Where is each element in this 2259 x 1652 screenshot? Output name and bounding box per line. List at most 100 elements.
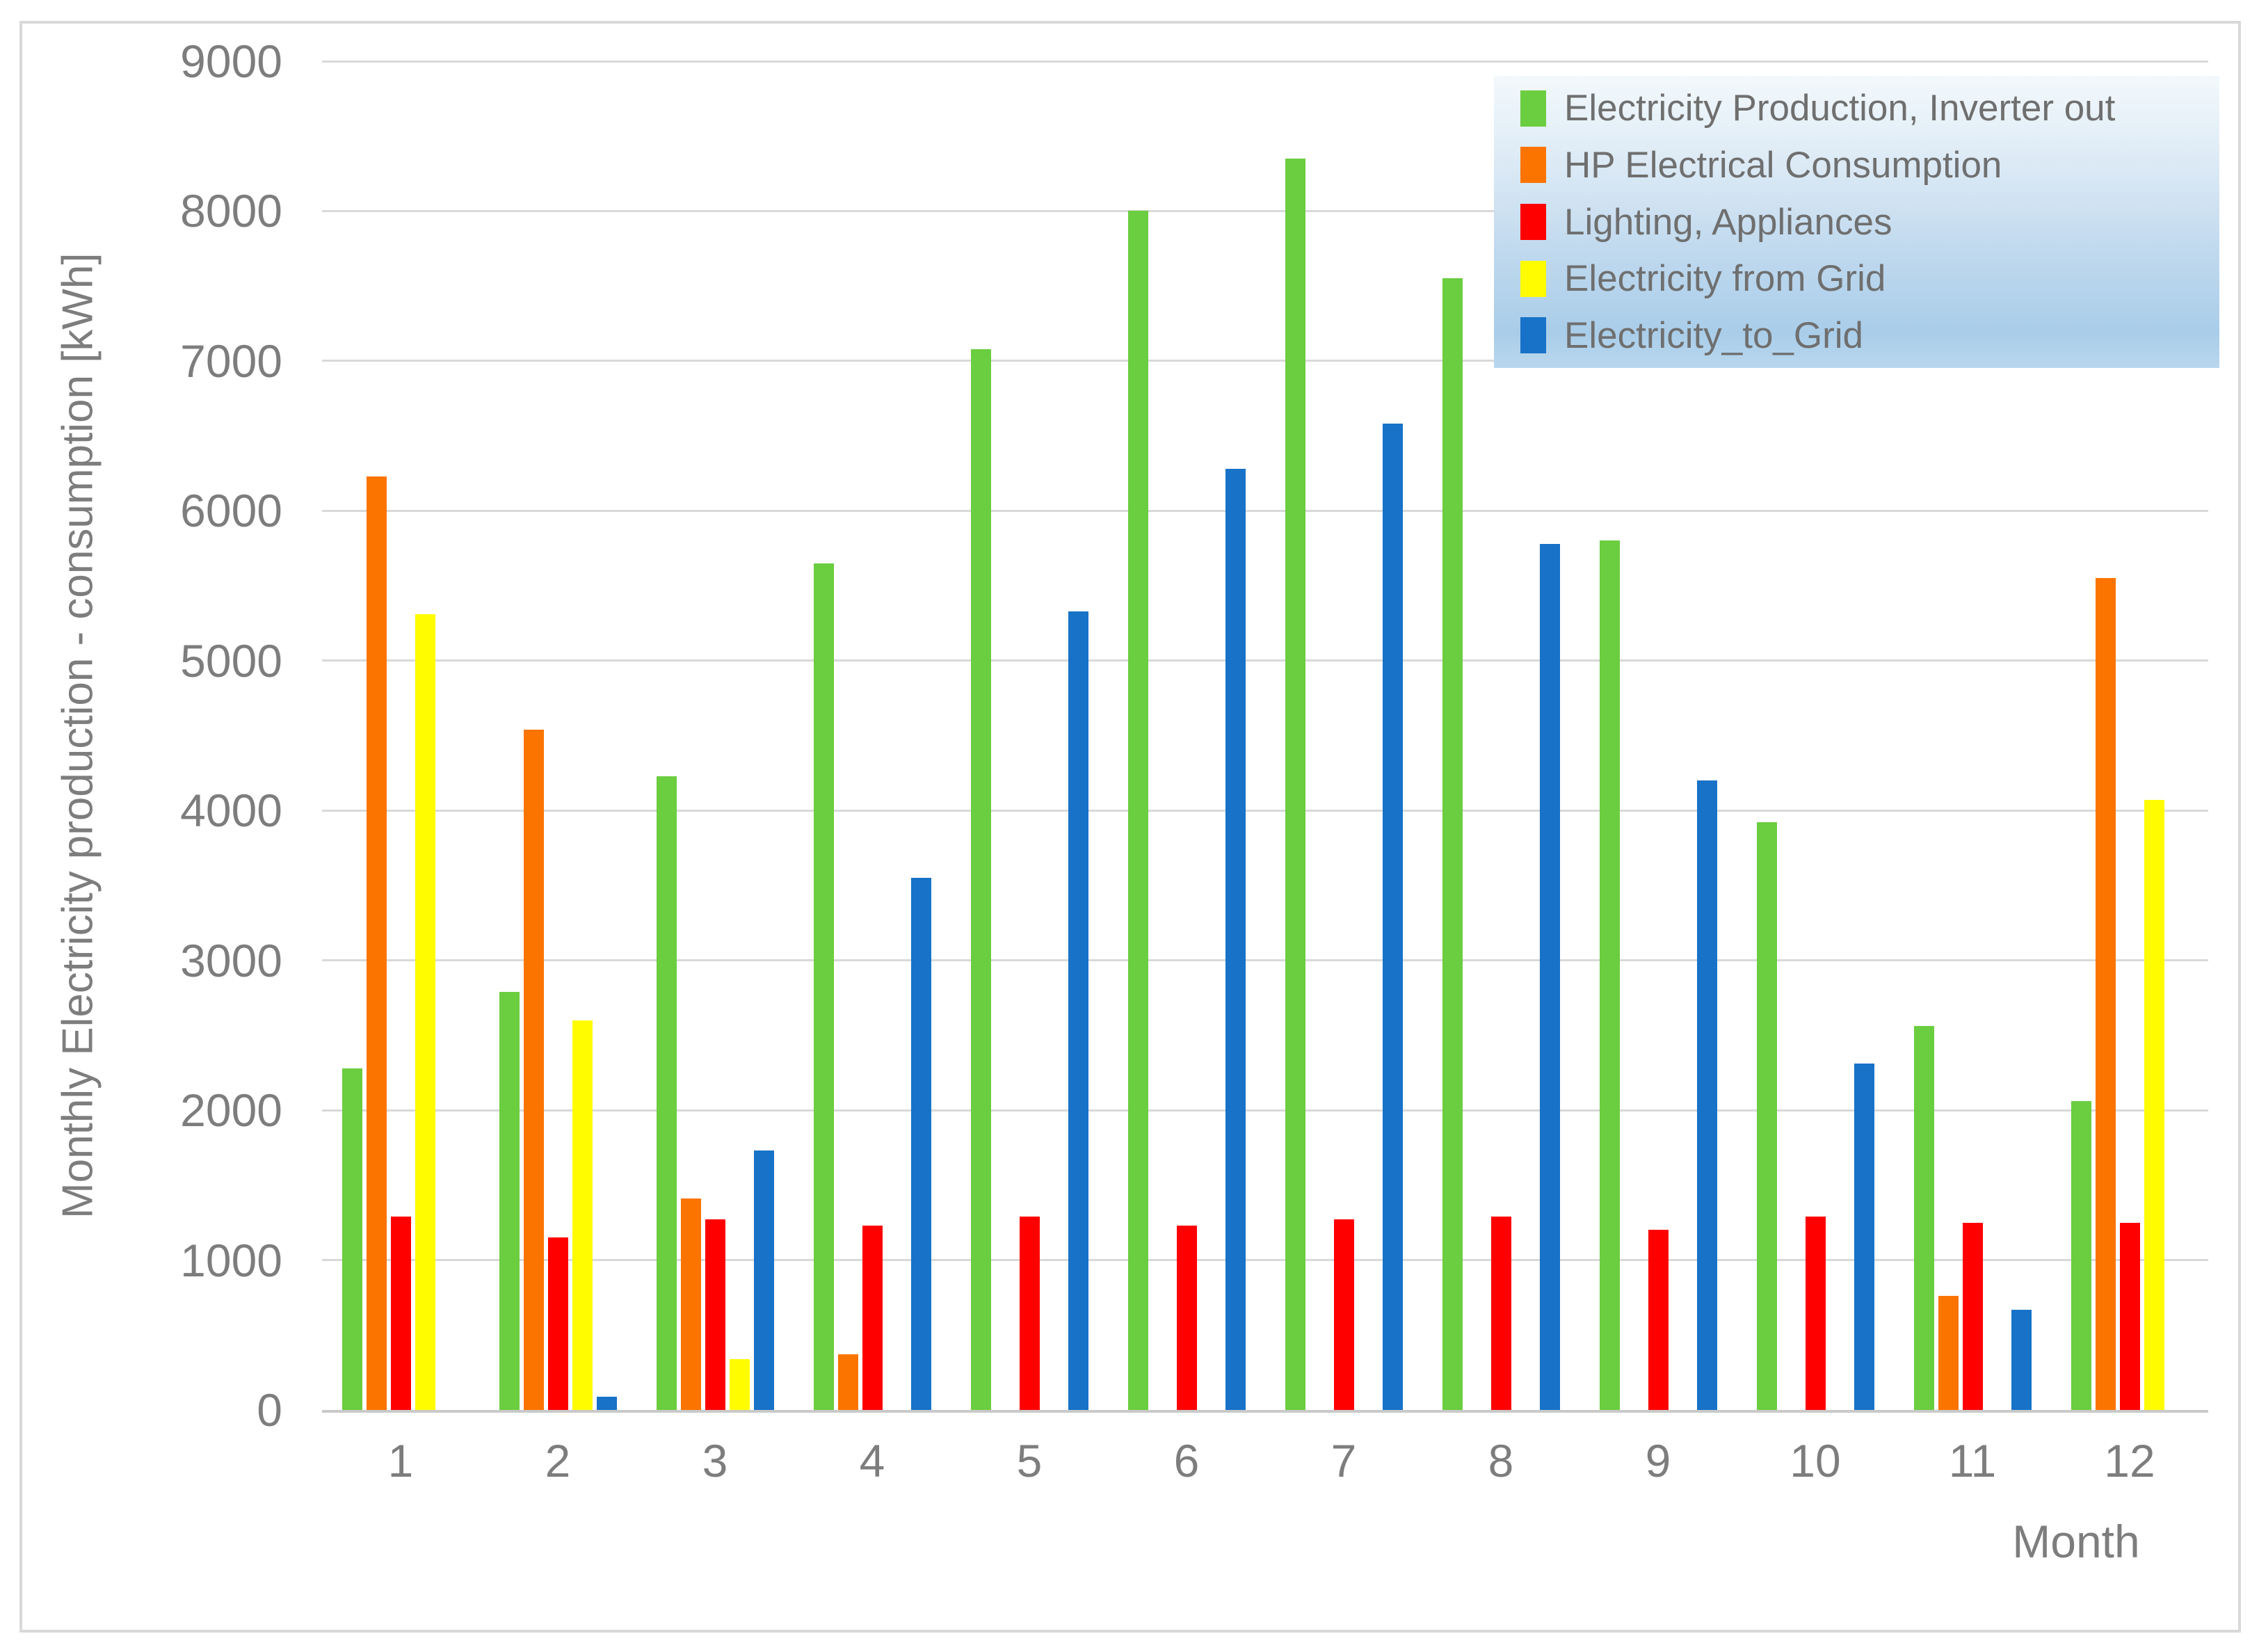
gridline-7000 xyxy=(322,360,2208,362)
x-tick-label-10: 10 xyxy=(1790,1435,1841,1486)
bar-lighting-appliances-month-4 xyxy=(862,1226,883,1410)
bar-lighting-appliances-month-3 xyxy=(705,1219,725,1410)
bar-electricity-production-inverter-out-month-11 xyxy=(1913,1026,1934,1410)
bar-electricity-to-grid-month-2 xyxy=(596,1396,617,1410)
legend-item-electricity-production-inverter-out: Electricity Production, Inverter out xyxy=(1494,80,2219,137)
x-tick-label-6: 6 xyxy=(1173,1435,1200,1486)
chart-border xyxy=(19,21,2241,1633)
y-tick-label-0: 0 xyxy=(257,1384,282,1436)
legend-label: Electricity_to_Grid xyxy=(1564,314,1864,356)
gridline-2000 xyxy=(322,1109,2208,1112)
bar-lighting-appliances-month-8 xyxy=(1490,1217,1511,1410)
bar-hp-electrical-consumption-month-12 xyxy=(2095,578,2116,1410)
bar-electricity-to-grid-month-8 xyxy=(1539,543,1560,1410)
legend-item-electricity-to-grid: Electricity_to_Grid xyxy=(1494,307,2219,364)
gridline-1000 xyxy=(322,1259,2208,1262)
bar-group-month-5: 5 xyxy=(951,61,1108,1484)
x-tick-label-9: 9 xyxy=(1645,1435,1671,1486)
y-tick-label-8000: 8000 xyxy=(180,185,282,237)
x-tick-label-7: 7 xyxy=(1331,1435,1357,1486)
bar-electricity-to-grid-month-7 xyxy=(1382,424,1403,1410)
x-tick-label-11: 11 xyxy=(1948,1435,1997,1486)
bar-group-month-9: 9 xyxy=(1579,61,1737,1484)
bar-group-month-12: 12 xyxy=(2051,61,2208,1484)
bar-group-month-11: 11 xyxy=(1894,61,2051,1484)
y-tick-label-1000: 1000 xyxy=(180,1234,282,1286)
bar-electricity-to-grid-month-11 xyxy=(2011,1309,2032,1410)
bar-group-month-4: 4 xyxy=(794,61,951,1484)
bar-electricity-from-grid-month-1 xyxy=(415,614,435,1410)
x-tick-label-8: 8 xyxy=(1488,1435,1514,1486)
bar-lighting-appliances-month-2 xyxy=(547,1237,568,1410)
bar-electricity-production-inverter-out-month-5 xyxy=(970,348,991,1410)
bar-lighting-appliances-month-12 xyxy=(2119,1222,2140,1410)
bar-electricity-from-grid-month-3 xyxy=(729,1358,750,1410)
x-tick-label-3: 3 xyxy=(702,1435,728,1486)
legend-swatch-electricity-to-grid xyxy=(1520,317,1546,354)
gridline-0 xyxy=(322,1410,2208,1413)
x-axis-title: Month xyxy=(2012,1516,2140,1567)
bar-hp-electrical-consumption-month-3 xyxy=(680,1198,701,1410)
legend-item-lighting-appliances: Lighting, Appliances xyxy=(1494,193,2219,250)
bar-lighting-appliances-month-1 xyxy=(390,1217,411,1410)
legend-swatch-lighting-appliances xyxy=(1520,204,1546,240)
legend-label: Electricity Production, Inverter out xyxy=(1564,88,2116,129)
gridline-6000 xyxy=(322,509,2208,512)
bar-group-month-8: 8 xyxy=(1422,61,1579,1484)
bar-electricity-to-grid-month-3 xyxy=(753,1150,774,1410)
bar-electricity-production-inverter-out-month-9 xyxy=(1599,540,1620,1410)
legend-swatch-electricity-from-grid xyxy=(1520,260,1546,297)
plot-area: 1 2 3 4 5 6 7 8 9 10 11 12 xyxy=(322,60,2208,1484)
y-tick-label-6000: 6000 xyxy=(180,485,282,537)
bar-lighting-appliances-month-5 xyxy=(1019,1217,1040,1410)
legend-swatch-electricity-production-inverter-out xyxy=(1520,90,1546,127)
gridline-5000 xyxy=(322,659,2208,662)
legend: Electricity Production, Inverter out HP E… xyxy=(1494,76,2219,368)
bar-group-month-7: 7 xyxy=(1265,61,1422,1484)
bar-lighting-appliances-month-6 xyxy=(1176,1226,1197,1410)
legend-swatch-hp-electrical-consumption xyxy=(1520,147,1546,184)
bar-electricity-production-inverter-out-month-10 xyxy=(1756,822,1777,1410)
legend-label: HP Electrical Consumption xyxy=(1564,144,2002,186)
bar-electricity-production-inverter-out-month-4 xyxy=(813,563,834,1410)
bar-hp-electrical-consumption-month-11 xyxy=(1938,1296,1959,1410)
x-tick-label-4: 4 xyxy=(859,1435,885,1486)
x-tick-label-1: 1 xyxy=(387,1435,414,1486)
y-tick-label-7000: 7000 xyxy=(180,335,282,387)
legend-item-hp-electrical-consumption: HP Electrical Consumption xyxy=(1494,137,2219,194)
bar-electricity-production-inverter-out-month-8 xyxy=(1442,278,1463,1410)
y-tick-label-3000: 3000 xyxy=(180,934,282,986)
x-tick-label-2: 2 xyxy=(545,1435,571,1486)
y-axis-title: Monthly Electricity production - consump… xyxy=(54,252,102,1219)
bar-electricity-to-grid-month-10 xyxy=(1854,1064,1874,1410)
bar-lighting-appliances-month-7 xyxy=(1333,1219,1354,1410)
y-tick-label-4000: 4000 xyxy=(180,785,282,837)
gridline-4000 xyxy=(322,809,2208,812)
y-tick-label-5000: 5000 xyxy=(180,634,282,687)
bar-electricity-production-inverter-out-month-6 xyxy=(1127,211,1148,1410)
bar-group-month-10: 10 xyxy=(1737,61,1894,1484)
bar-hp-electrical-consumption-month-4 xyxy=(837,1354,858,1410)
bar-group-month-6: 6 xyxy=(1108,61,1265,1484)
legend-item-electricity-from-grid: Electricity from Grid xyxy=(1494,250,2219,307)
bar-electricity-to-grid-month-4 xyxy=(910,878,931,1410)
bar-electricity-from-grid-month-12 xyxy=(2144,800,2164,1410)
bar-lighting-appliances-month-10 xyxy=(1805,1217,1826,1410)
y-tick-label-9000: 9000 xyxy=(180,35,282,87)
gridline-8000 xyxy=(322,209,2208,212)
bar-electricity-production-inverter-out-month-7 xyxy=(1285,159,1305,1410)
bar-electricity-production-inverter-out-month-3 xyxy=(656,776,677,1410)
bar-electricity-production-inverter-out-month-2 xyxy=(499,991,520,1410)
bar-electricity-production-inverter-out-month-12 xyxy=(2071,1101,2091,1410)
bar-lighting-appliances-month-9 xyxy=(1648,1230,1669,1410)
bar-electricity-to-grid-month-6 xyxy=(1225,469,1246,1410)
gridline-3000 xyxy=(322,959,2208,962)
gridline-9000 xyxy=(322,60,2208,63)
bar-group-month-2: 2 xyxy=(479,61,636,1484)
x-tick-label-5: 5 xyxy=(1016,1435,1043,1486)
legend-label: Lighting, Appliances xyxy=(1564,201,1892,243)
bar-group-month-1: 1 xyxy=(322,61,479,1484)
legend-label: Electricity from Grid xyxy=(1564,258,1886,300)
bar-electricity-to-grid-month-5 xyxy=(1068,611,1088,1410)
